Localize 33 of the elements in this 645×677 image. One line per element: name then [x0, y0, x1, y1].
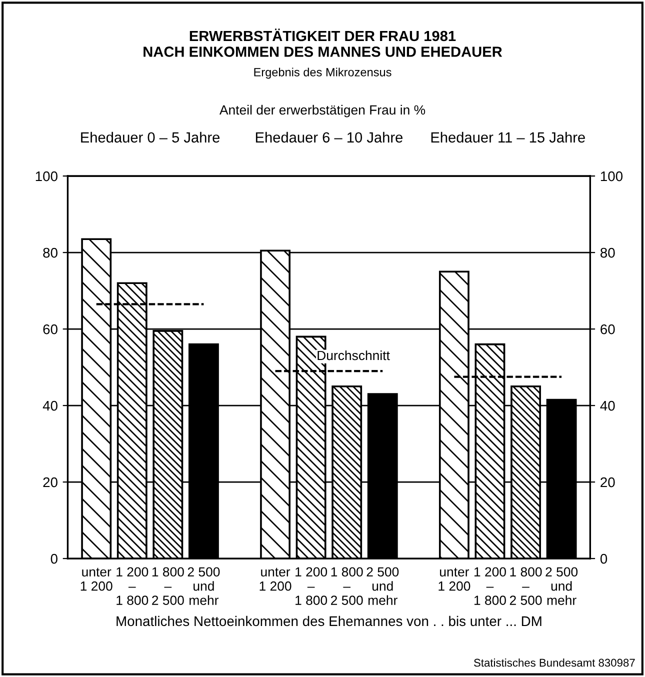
x-tick-label: 2 500 und mehr [546, 567, 578, 605]
x-tick-label: unter 1 200 [260, 568, 292, 591]
x-tick-label: 1 200 – 1 800 [474, 567, 506, 605]
y-tick-label: 60 [43, 324, 58, 334]
y2-tick-label: 20 [600, 477, 615, 488]
y2-tick-label: 0 [600, 554, 608, 564]
chart-subtitle: Ergebnis des Mikrozensus [254, 68, 392, 79]
x-tick-label: 2 500 und mehr [188, 567, 220, 605]
y2-tick-label: 100 [600, 171, 623, 182]
text: Ehedauer 6 – 10 Jahre [256, 132, 402, 143]
x-axis-title: Monatliches Nettoeinkommen des Ehemannes von . . bis unter ... DM [116, 616, 542, 626]
text: Ehedauer 0 – 5 Jahre [81, 132, 220, 143]
y-axis-title: Anteil der erwerbstätigen Frau in % [219, 104, 426, 118]
y-tick-label: 20 [43, 477, 58, 488]
x-tick-label: 2 500 und mehr [366, 567, 399, 605]
y-tick-label: 80 [43, 248, 58, 258]
y-tick-label: 100 [36, 171, 58, 182]
x-tick-label: 1 800 – 2 500 [510, 567, 542, 605]
y-tick-label: 40 [42, 400, 58, 411]
x-tick-label: unter 1 200 [80, 568, 112, 591]
annotation: Durchschnitt [318, 350, 390, 360]
x-tick-label: 1 200 – 1 800 [296, 567, 328, 605]
y2-tick-label: 40 [600, 400, 615, 411]
x-tick-label: unter 1 200 [438, 568, 470, 591]
text: Statistisches Bundesamt 830987 [474, 658, 635, 667]
y2-tick-label: 80 [600, 248, 615, 258]
text: Ehedauer 11 – 15 Jahre [431, 132, 585, 143]
chart-title: ERWERBSTÄTIGKEIT DER FRAU 1981 NACH EINKOMMEN DES MANNES UND EHEDAUER [144, 28, 502, 57]
y2-tick-label: 60 [600, 324, 615, 334]
x-tick-label: 1 800 – 2 500 [152, 567, 184, 605]
x-tick-label: 1 800 – 2 500 [331, 567, 363, 605]
y-tick-label: 0 [50, 554, 58, 564]
x-tick-label: 1 200 – 1 800 [116, 567, 148, 605]
